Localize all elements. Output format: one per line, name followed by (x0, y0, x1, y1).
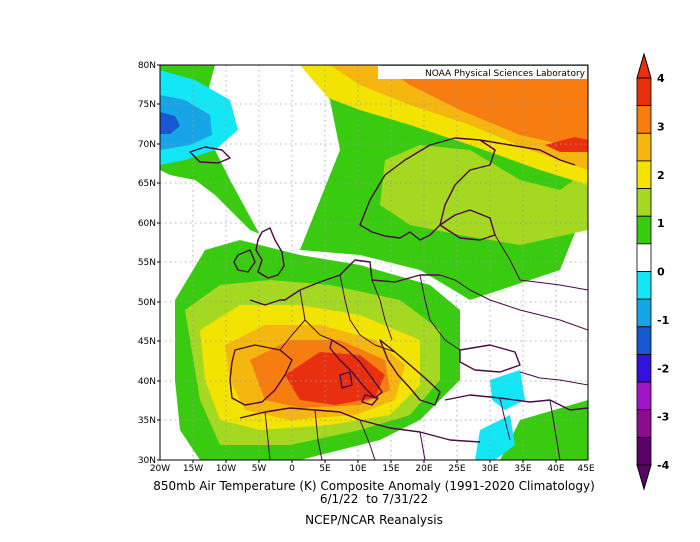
colorbar-segment (636, 132, 652, 162)
colorbar-label: 1 (657, 217, 665, 230)
map-area (160, 65, 588, 460)
colorbar-segment (636, 105, 652, 134)
colorbar-segment (636, 271, 652, 300)
lon-label: 0 (289, 464, 295, 474)
lon-label: 15W (183, 464, 203, 474)
coastline-lines (189, 137, 588, 443)
lon-label: 20W (150, 464, 170, 474)
caption-line-1: 850mb Air Temperature (K) Composite Anom… (153, 479, 595, 493)
dotted-gridlines (160, 65, 588, 460)
lat-label: 75N (138, 100, 156, 110)
colorbar-label: -1 (657, 314, 669, 327)
colorbar-label: -2 (657, 362, 669, 375)
lat-label: 50N (138, 298, 156, 308)
lat-label: 45N (138, 337, 156, 347)
colorbar-segment (636, 409, 652, 438)
colorbar-bottom-arrow (636, 464, 652, 491)
lon-label: 30E (481, 464, 498, 474)
lon-label: 15E (382, 464, 399, 474)
colorbar: 4 3 2 1 0 -1 -2 -3 -4 (636, 52, 670, 491)
caption-line-2: 6/1/22 to 7/31/22 (320, 492, 428, 506)
colorbar-segment (636, 77, 652, 107)
lat-label: 40N (138, 377, 156, 387)
colorbar-top-arrow (636, 52, 652, 79)
lon-label: 20E (415, 464, 432, 474)
lon-label: 45E (577, 464, 594, 474)
credit-box (378, 66, 587, 79)
lat-label: 55N (138, 258, 156, 268)
colorbar-label: 2 (657, 169, 665, 182)
colorbar-segment (636, 160, 652, 189)
lat-label: 80N (138, 61, 156, 71)
colorbar-segment (636, 243, 652, 272)
colorbar-segment (636, 215, 652, 245)
lon-label: 35E (514, 464, 531, 474)
lon-label: 10E (349, 464, 366, 474)
colorbar-segment (636, 354, 652, 383)
colorbar-segment (636, 298, 652, 328)
lon-label: 10W (216, 464, 236, 474)
credit-label: NOAA Physical Sciences Laboratory (425, 69, 586, 79)
colorbar-label: -4 (657, 459, 670, 472)
lat-label: 35N (138, 416, 156, 426)
colorbar-label: 0 (657, 266, 665, 279)
lat-label: 65N (138, 179, 156, 189)
lat-label: 30N (138, 456, 156, 466)
lon-axis: 20W 15W 10W 5W 0 5E 10E 15E 20E 25E 30E … (150, 460, 595, 474)
lon-label: 40E (547, 464, 564, 474)
caption-line-3: NCEP/NCAR Reanalysis (305, 513, 443, 527)
lon-label: 25E (448, 464, 465, 474)
colorbar-segment (636, 326, 652, 355)
colorbar-label: 4 (657, 72, 665, 85)
colorbar-segment (636, 381, 652, 411)
lat-label: 70N (138, 140, 156, 150)
colorbar-label: 3 (657, 120, 665, 133)
colorbar-segment (636, 188, 652, 217)
colorbar-segment (636, 436, 652, 466)
colorbar-label: -3 (657, 411, 669, 424)
lat-label: 60N (138, 219, 156, 229)
lat-axis: 80N 75N 70N 65N 60N 55N 50N 45N 40N 35N … (138, 61, 160, 466)
anomaly-contour-fill (160, 65, 588, 460)
lon-label: 5E (319, 464, 331, 474)
country-borders (264, 234, 588, 460)
lon-label: 5W (252, 464, 267, 474)
